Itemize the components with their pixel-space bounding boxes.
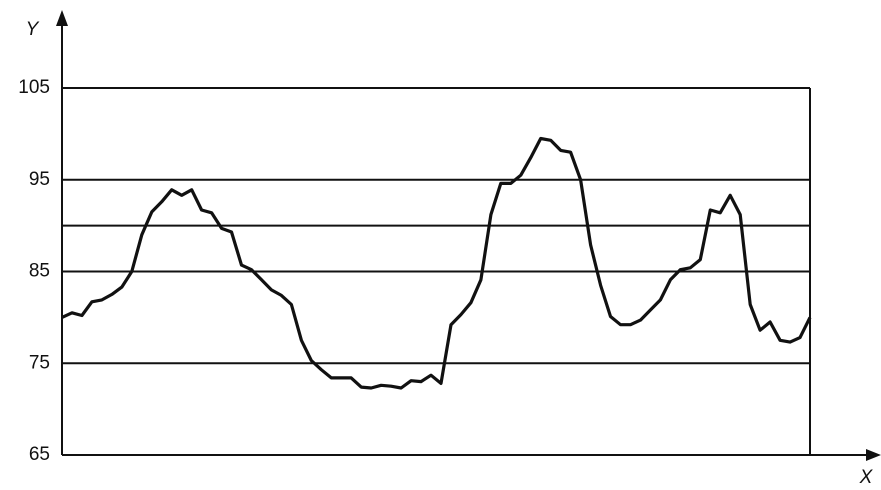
y-tick-label: 105 (18, 77, 50, 98)
y-axis-arrow (56, 10, 68, 26)
y-tick-label: 85 (29, 261, 50, 282)
y-tick-label: 75 (29, 352, 50, 373)
y-tick-label: 65 (29, 444, 50, 465)
data-line (61, 136, 812, 390)
x-axis-arrow (866, 449, 881, 461)
x-axis-label: X (859, 467, 874, 488)
y-tick-label: 95 (29, 169, 50, 190)
y-axis-label: Y (26, 19, 40, 40)
